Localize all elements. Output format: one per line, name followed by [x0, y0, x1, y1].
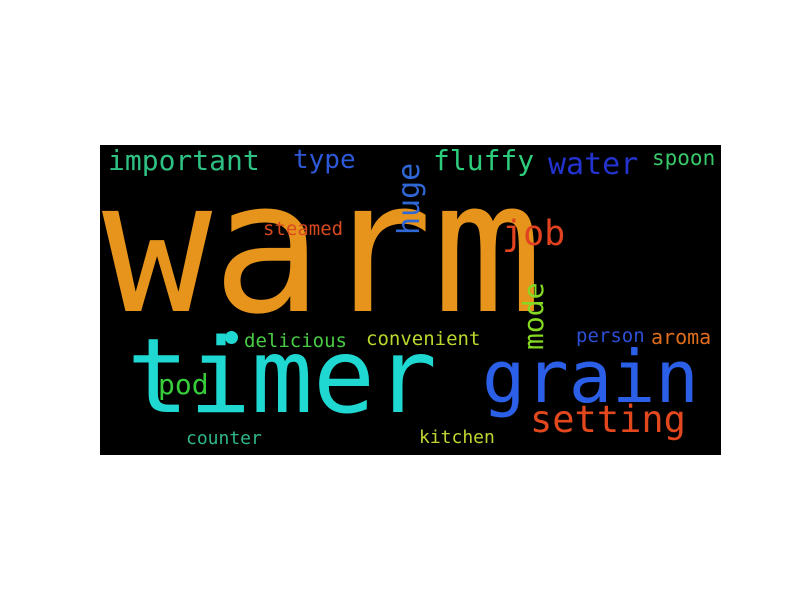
word-warm: warm: [102, 145, 543, 355]
word-convenient: convenient: [366, 328, 481, 350]
word-fluffy: fluffy: [433, 145, 535, 177]
word-pod: pod: [158, 368, 209, 401]
word-cloud-canvas: warm timer grain setting important type …: [100, 145, 721, 455]
word-mode: mode: [517, 282, 550, 350]
word-counter: counter: [186, 428, 262, 449]
word-kitchen: kitchen: [419, 427, 495, 448]
word-grain: grain: [482, 335, 699, 419]
word-steamed: steamed: [263, 218, 344, 240]
word-water: water: [548, 147, 639, 182]
word-delicious: delicious: [244, 330, 347, 352]
cloud-dot: [225, 331, 238, 344]
word-job: job: [502, 214, 566, 254]
word-person: person: [576, 325, 645, 347]
word-setting: setting: [530, 398, 686, 441]
word-timer: timer: [127, 317, 438, 437]
word-important: important: [108, 145, 260, 177]
word-spoon: spoon: [652, 146, 716, 170]
word-huge: huge: [392, 162, 427, 235]
word-aroma: aroma: [651, 325, 712, 349]
word-type: type: [293, 145, 356, 175]
